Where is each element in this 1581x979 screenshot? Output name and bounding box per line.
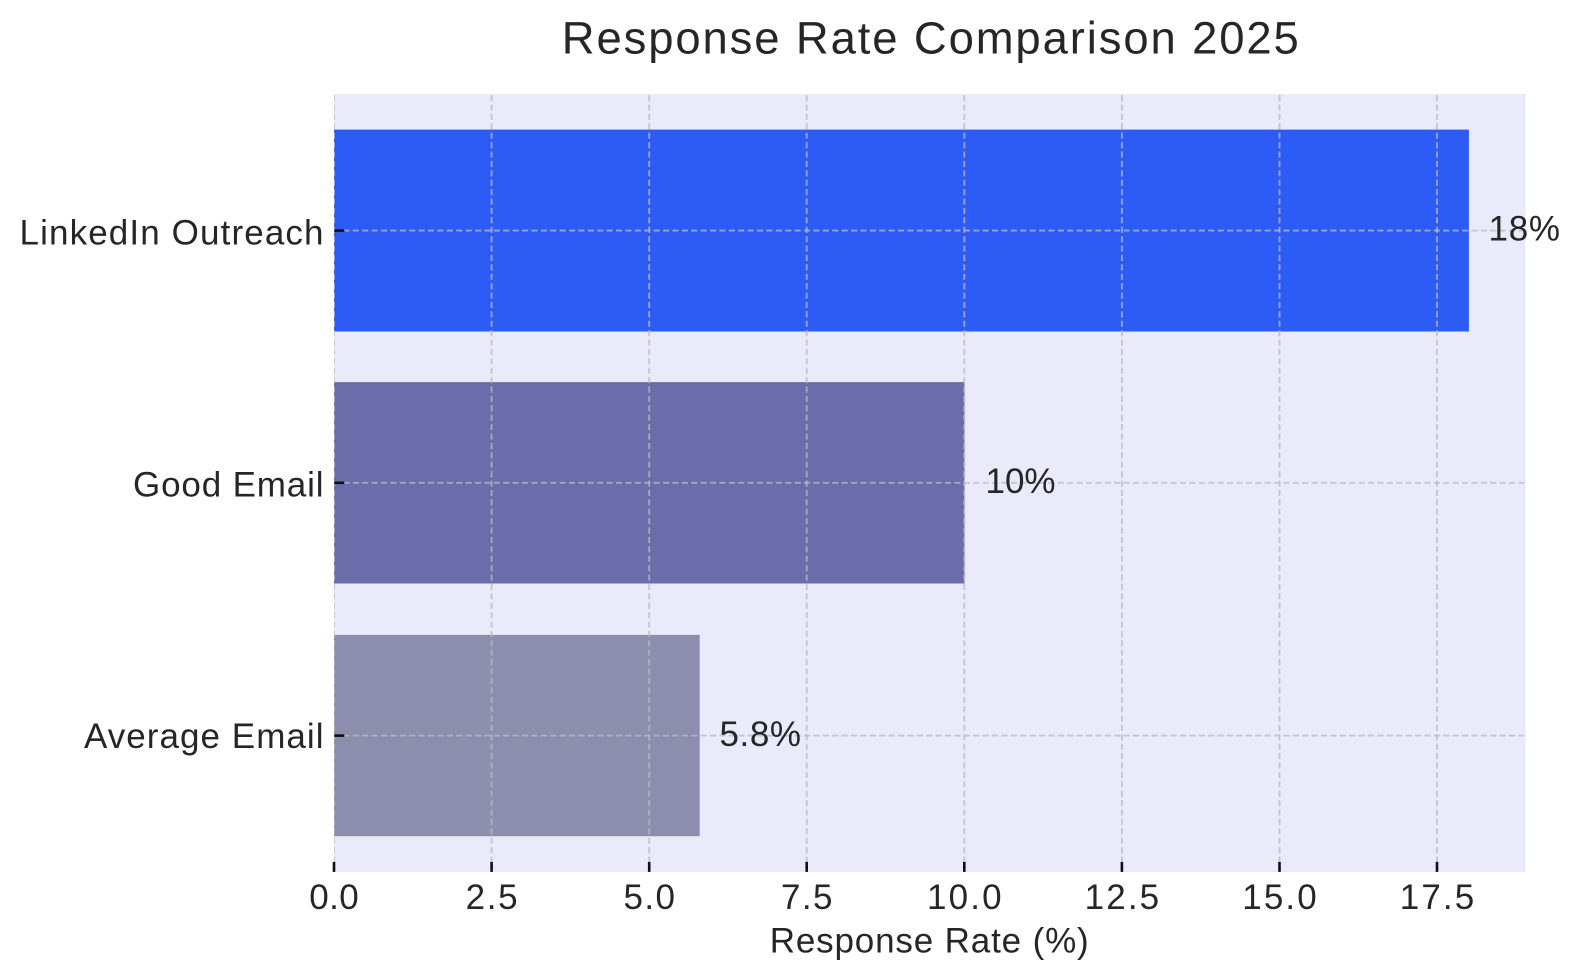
svg-text:Response Rate (%): Response Rate (%) [770,921,1089,960]
svg-text:15.0: 15.0 [1242,878,1317,917]
svg-text:18%: 18% [1489,209,1561,248]
svg-text:5.8%: 5.8% [720,715,802,754]
svg-text:10.0: 10.0 [927,878,1002,917]
svg-text:7.5: 7.5 [781,878,833,917]
svg-text:17.5: 17.5 [1400,878,1475,917]
svg-text:12.5: 12.5 [1085,878,1160,917]
svg-text:2.5: 2.5 [466,878,518,917]
svg-text:Response Rate Comparison 2025: Response Rate Comparison 2025 [562,13,1299,64]
svg-text:Average Email: Average Email [84,717,324,756]
svg-text:Good Email: Good Email [133,465,324,504]
svg-text:0.0: 0.0 [309,878,359,917]
svg-text:5.0: 5.0 [623,878,675,917]
svg-text:10%: 10% [986,462,1056,501]
svg-text:LinkedIn Outreach: LinkedIn Outreach [20,214,324,253]
